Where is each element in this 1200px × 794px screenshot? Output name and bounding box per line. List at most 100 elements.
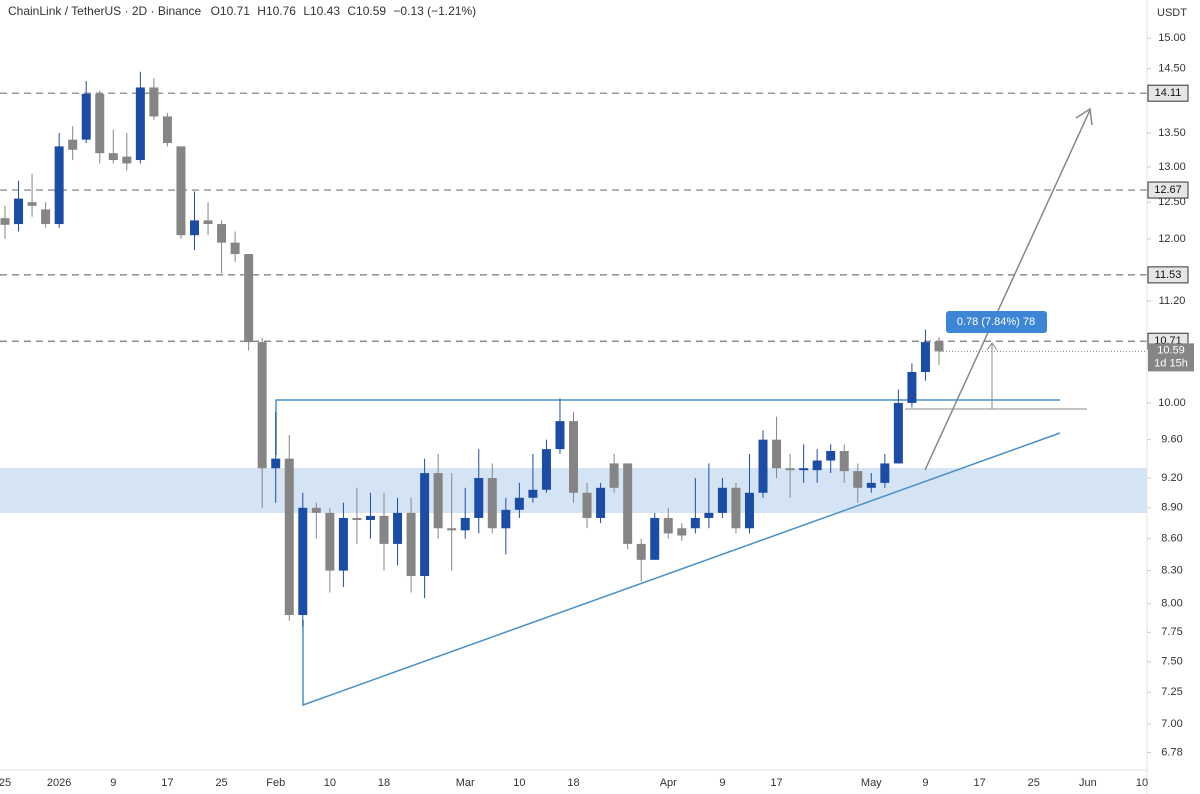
candle-body [365, 515, 375, 521]
y-tick-label: 7.00 [1161, 718, 1182, 730]
candle-body [217, 224, 227, 243]
candle-body [284, 458, 294, 616]
x-tick-label: 9 [922, 777, 928, 789]
ohlc-close: C10.59 [347, 4, 386, 18]
y-tick-label: 12.00 [1158, 233, 1186, 245]
candle-body [271, 458, 281, 469]
level-label: 12.67 [1154, 184, 1182, 196]
candle-body [717, 487, 727, 513]
x-tick-label: 10 [1136, 777, 1148, 789]
y-tick-label: 8.60 [1161, 533, 1182, 545]
x-tick-label: 10 [324, 777, 336, 789]
candle-body [596, 487, 606, 518]
candle-body [406, 512, 416, 577]
candle-body [839, 451, 849, 472]
y-tick-label: 6.78 [1161, 746, 1182, 758]
candle-body [474, 477, 484, 518]
candle-body [866, 482, 876, 488]
candle-body [68, 139, 78, 150]
candle-body [393, 512, 403, 544]
ohlc-low: L10.43 [303, 4, 340, 18]
candle-body [325, 512, 335, 571]
candle-body [95, 93, 105, 154]
y-tick-label: 11.20 [1159, 295, 1186, 307]
candle-body [190, 220, 200, 236]
candle-body [257, 342, 267, 469]
candle-body [420, 473, 430, 577]
candle-body [853, 471, 863, 488]
candle-body [27, 202, 37, 206]
candle-body [812, 460, 822, 471]
candle-body [41, 209, 51, 225]
candle-body [0, 218, 10, 225]
candle-body [352, 517, 362, 521]
candle-body [203, 220, 213, 225]
candle-body [569, 421, 579, 493]
y-tick-label: 8.30 [1161, 565, 1182, 577]
x-tick-label: Mar [456, 777, 475, 789]
ohlc-change: −0.13 (−1.21%) [393, 4, 476, 18]
candle-body [650, 517, 660, 560]
candle-body [758, 439, 768, 493]
last-price-box [1148, 343, 1194, 372]
candle-body [460, 517, 470, 531]
candle-body [244, 254, 254, 343]
x-tick-label: May [861, 777, 882, 789]
measure-label: 0.78 (7.84%) 78 [957, 316, 1035, 328]
last-price-label: 10.59 [1157, 344, 1185, 356]
x-tick-label: 9 [719, 777, 725, 789]
x-tick-label: 18 [378, 777, 390, 789]
countdown: 1d 15h [1154, 357, 1188, 369]
candle-body [14, 198, 24, 225]
ohlc-open: O10.71 [211, 4, 251, 18]
candle-body [108, 153, 118, 161]
candle-body [772, 439, 782, 469]
candle-body [934, 341, 944, 352]
candle-body [176, 146, 186, 236]
candle-body [623, 463, 633, 544]
candle-body [162, 116, 172, 144]
candle-body [690, 517, 700, 529]
header: ChainLink / TetherUS · 2D · Binance O10.… [8, 4, 476, 18]
candle-body [677, 528, 687, 536]
y-tick-label: 9.20 [1161, 472, 1182, 484]
level-label: 14.11 [1155, 87, 1182, 99]
candle-body [54, 146, 64, 225]
level-box [1147, 266, 1189, 284]
candle-body [907, 372, 917, 403]
x-tick-label: 25 [1028, 777, 1040, 789]
symbol: ChainLink / TetherUS · 2D · Binance [8, 4, 202, 18]
candle-body [663, 517, 673, 534]
candle-body [447, 528, 457, 531]
candle-body [338, 517, 348, 571]
y-tick-label: 8.00 [1161, 598, 1182, 610]
y-tick-label: 7.25 [1161, 686, 1182, 698]
measure-box [946, 311, 1047, 333]
candle-body [528, 489, 538, 498]
level-box [1147, 84, 1189, 102]
candle-body [230, 242, 240, 255]
candle-body [514, 497, 524, 510]
candle-body [799, 468, 809, 471]
candle-body [541, 449, 551, 490]
candle-body [81, 93, 91, 140]
candle-body [501, 509, 511, 529]
x-tick-label: 2026 [47, 777, 71, 789]
candle-body [704, 512, 714, 518]
candle-body [149, 87, 159, 117]
x-tick-label: 17 [770, 777, 782, 789]
x-tick-label: 17 [973, 777, 985, 789]
level-label: 11.53 [1155, 269, 1182, 281]
y-tick-label: 7.50 [1161, 656, 1182, 668]
y-axis-label: USDT [1157, 7, 1187, 19]
x-tick-label: Apr [660, 777, 677, 789]
candle-body [555, 421, 565, 450]
candle-body [920, 342, 930, 373]
y-tick-label: 15.00 [1158, 32, 1186, 44]
candle-body [122, 156, 132, 164]
y-tick-label: 7.75 [1161, 626, 1182, 638]
projection-arrow-head [1075, 107, 1093, 126]
candle-body [135, 87, 145, 161]
